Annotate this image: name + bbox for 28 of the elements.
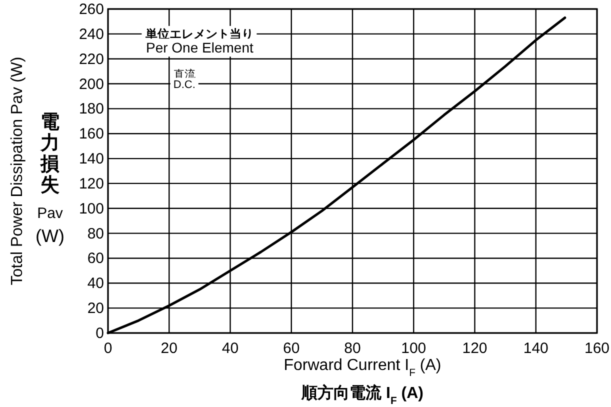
x-tick-label: 80 [344,340,361,357]
x-tick-label: 40 [222,340,239,357]
y-tick-label: 140 [78,150,104,168]
annotation: Per One Element [146,40,254,56]
y-tick-label: 260 [78,1,104,18]
y-tick-label: 160 [78,126,104,143]
x-tick-label: 140 [523,340,548,357]
y-tick-label: 220 [78,50,104,68]
x-axis-title: Forward Current I$_{F}$ (A) [284,357,442,378]
y-tick-label: 20 [87,300,104,318]
y-tick-label: 40 [87,275,104,292]
y-tick-label: 0 [96,325,104,342]
x-tick-label: 20 [160,340,178,357]
y-axis-title: Total Power Dissipation Pav (W) [9,56,26,286]
annotation: D.C. [173,78,196,91]
y-tick-label: 60 [87,250,104,268]
text: 電力損失 Pav (W) [36,112,64,246]
y-tick-label: 240 [78,26,104,43]
y-tick-label: 180 [78,100,104,118]
y-tick-label: 200 [78,76,104,93]
x-tick-label: 160 [584,340,610,357]
x-tick-label: 60 [283,340,300,357]
y-tick-label: 100 [78,200,104,218]
text: 順方向電流 I$_{F}$ (A) [300,383,424,406]
x-tick-label: 120 [462,340,488,357]
y-tick-label: 80 [87,225,104,242]
x-tick-label: 100 [401,340,426,357]
y-tick-label: 120 [78,175,104,192]
